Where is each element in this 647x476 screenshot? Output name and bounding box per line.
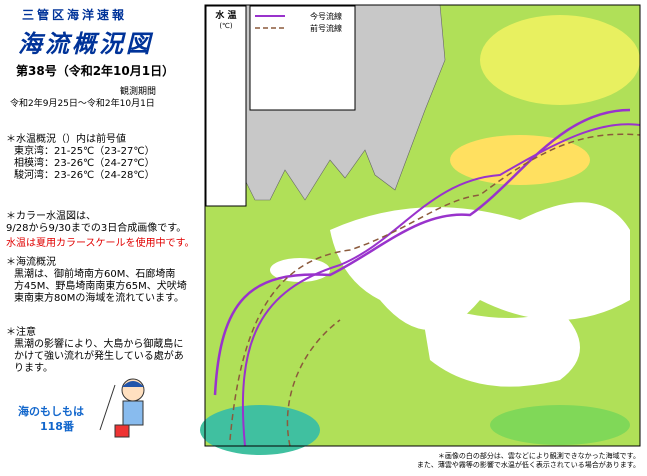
warm-area <box>450 135 590 185</box>
section-line: 東京湾：21-25℃（23-27℃） <box>14 146 155 157</box>
section-line: かけて強い流れが発生している處があ <box>14 351 184 362</box>
section-heading: ＊カラー水温図は、 <box>6 211 96 222</box>
warm-area <box>480 15 640 105</box>
kuroshio-now <box>213 108 631 396</box>
section-line: 黒潮の影響により、大島から御蔵島に <box>14 339 184 350</box>
section-line: 方45M、野島埼南南東方65M、犬吠埼 <box>14 281 187 292</box>
line-legend <box>249 5 356 111</box>
cloud <box>420 300 580 387</box>
section-line: 9/28から9/30までの3日合成画像です。 <box>6 223 187 234</box>
kuroshio-prev <box>229 133 641 441</box>
period-label: 観測期間 <box>120 87 157 97</box>
scale-unit: (℃) <box>219 22 233 30</box>
scale-box <box>205 5 247 207</box>
bulletin: 三管区海洋速報 <box>22 8 128 22</box>
mascot-line1: 海のもしもは <box>18 405 84 418</box>
cool-area <box>200 405 320 455</box>
legend-now: 今号流線 <box>310 11 342 21</box>
title: 海流概況図 <box>18 30 153 58</box>
mascot-figure <box>99 378 145 438</box>
section-line: 相模湾：23-26℃（24-27℃） <box>14 158 155 169</box>
section-line: 黒潮は、御前埼南方60M、石廊埼南 <box>14 269 176 280</box>
footnote: ＊画像の白の部分は、雲などにより観測できなかった海域です。 <box>438 451 640 460</box>
sea-area <box>490 405 630 445</box>
legend-prev: 前号流線 <box>310 23 342 33</box>
section-heading: ＊注意 <box>6 327 36 338</box>
kuroshio-prev <box>286 319 341 447</box>
scale-title: 水 温 <box>215 9 236 21</box>
section-heading: ＊水温概況（）内は前号値 <box>6 134 126 145</box>
kuroshio-now <box>241 123 641 447</box>
section-heading: ＊海流概況 <box>6 257 56 268</box>
section-note: 水温は夏用カラースケールを使用中です。 <box>6 238 195 249</box>
footnote: また、薄雲や霧等の影響で水温が低く表示されている場合があります。 <box>417 460 640 469</box>
section-line: ります。 <box>14 363 53 374</box>
section-line: 東南東方80Mの海域を流れています。 <box>14 293 185 304</box>
map-frame <box>204 4 641 447</box>
cloud <box>330 202 630 330</box>
mascot-line2: 118番 <box>40 420 74 433</box>
issue: 第38号（令和2年10月1日） <box>16 64 175 78</box>
period: 令和2年9月25日～令和2年10月1日 <box>10 99 155 109</box>
section-line: 駿河湾：23-26℃（24-28℃） <box>14 170 155 181</box>
